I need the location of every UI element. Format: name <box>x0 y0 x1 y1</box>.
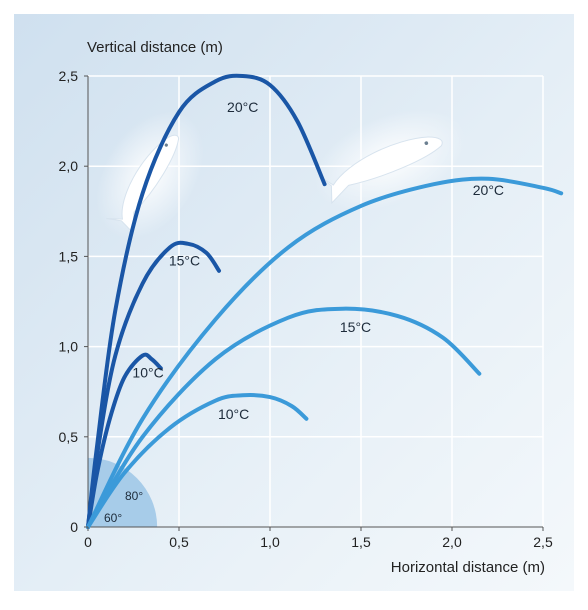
y-tick-label-1: 0,5 <box>59 429 79 445</box>
x-tick-label-1: 0,5 <box>169 534 189 550</box>
series-line-4 <box>86 306 482 529</box>
curve-label-0: 20°C <box>227 99 258 115</box>
x-tick-label-5: 2,5 <box>533 534 553 550</box>
series-line-1 <box>86 240 221 529</box>
series-line-0 <box>86 73 327 529</box>
y-tick-label-4: 2,0 <box>59 158 79 174</box>
y-tick-label-2: 1,0 <box>59 339 79 355</box>
curve-label-2: 10°C <box>132 364 163 380</box>
angle-label-60: 60° <box>104 511 122 525</box>
launch-angle-wedge <box>88 457 158 527</box>
y-tick-label-5: 2,5 <box>59 68 79 84</box>
series-lines <box>86 73 564 529</box>
curve-label-3: 20°C <box>473 182 504 198</box>
series-line-3 <box>86 176 564 529</box>
x-axis-label: Horizontal distance (m) <box>391 559 545 576</box>
tick-labels: 0 0,5 1,0 1,5 2,0 2,5 0 0,5 1,0 1,5 2,0 2,5 <box>59 68 553 550</box>
series-line-5 <box>86 393 309 529</box>
y-tick-label-3: 1,5 <box>59 248 79 264</box>
y-tick-label-0: 0 <box>70 519 78 535</box>
x-tick-label-3: 1,5 <box>351 534 371 550</box>
y-axis-label: Vertical distance (m) <box>87 39 223 56</box>
x-tick-label-2: 1,0 <box>260 534 280 550</box>
curve-label-1: 15°C <box>169 252 200 268</box>
axes <box>87 76 543 528</box>
curve-labels: 20°C 15°C 10°C 20°C 15°C 10°C <box>132 99 504 422</box>
x-tick-label-0: 0 <box>84 534 92 550</box>
curve-label-5: 10°C <box>218 406 249 422</box>
curve-label-4: 15°C <box>340 319 371 335</box>
x-tick-label-4: 2,0 <box>442 534 462 550</box>
angle-label-80: 80° <box>125 489 143 503</box>
series-line-2 <box>86 352 163 529</box>
